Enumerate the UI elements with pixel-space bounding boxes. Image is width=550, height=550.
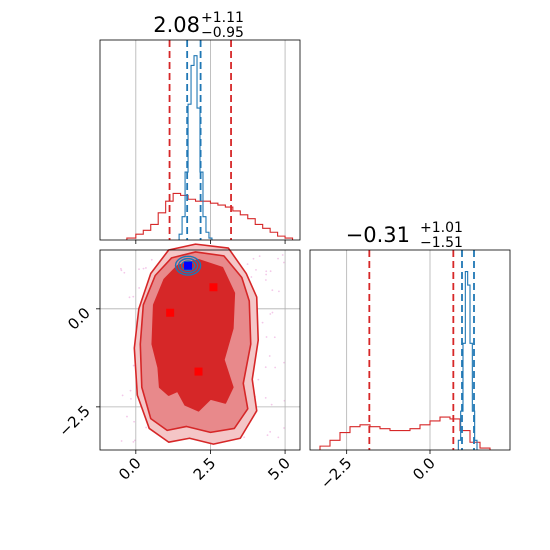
panel-bottom-left-sample-point <box>133 439 136 442</box>
panel-bottom-left-sample-point <box>132 295 135 298</box>
panel-bottom-left-sample-point <box>270 403 273 406</box>
panel-bottom-left-sample-point <box>126 415 128 418</box>
panel-bottom-left-sample-point <box>269 430 272 433</box>
panel-bottom-left-y-ticks: 0.0 −2.5 <box>55 304 100 440</box>
panel-bottom-left-x-tick-label-2: 5.0 <box>264 454 294 484</box>
panel-bottom-left-sample-point <box>264 279 267 281</box>
panel-bottom-left-sample-point <box>150 258 153 261</box>
panel-bottom-left-sample-point <box>273 336 276 339</box>
panel-bottom-left-marker-red-3 <box>194 367 203 376</box>
panel-bottom-left-sample-point <box>271 311 274 314</box>
panel-bottom-left-sample-point <box>255 268 257 271</box>
panel-bottom-left-sample-point <box>265 270 268 273</box>
panel-bottom-left-sample-point <box>120 269 123 272</box>
panel-bottom-right-title: −0.31 <box>346 223 410 247</box>
panel-bottom-left-sample-point <box>138 268 140 271</box>
panel-bottom-left-sample-point <box>278 290 280 293</box>
panel-bottom-left-sample-point <box>246 263 249 266</box>
panel-bottom-left-contour: 0.0 2.5 5.0 0.0 −2.5 <box>55 243 301 484</box>
panel-bottom-right-title-upper: +1.01 <box>420 220 463 236</box>
panel-bottom-left-sample-point <box>138 287 141 289</box>
panel-top-left-histogram: 2.08 +1.11 −0.95 <box>99 10 301 244</box>
panel-bottom-left-sample-point <box>265 336 268 338</box>
panel-bottom-right-x-tick-label-1: 0.0 <box>409 454 439 484</box>
panel-bottom-left-y-tick-label-0: 0.0 <box>64 304 94 334</box>
panel-bottom-left-sample-point <box>271 289 274 292</box>
panel-bottom-left-sample-point <box>123 271 126 274</box>
panel-bottom-left-x-tick-label-1: 2.5 <box>190 454 220 484</box>
panel-bottom-right-x-tick-label-0: −2.5 <box>317 454 355 492</box>
panel-bottom-left-sample-point <box>269 270 272 273</box>
panel-top-left-hist-wide <box>126 192 294 240</box>
panel-top-left-plot <box>126 40 294 244</box>
panel-bottom-right-frame <box>309 249 511 451</box>
panel-bottom-left-narrow-contour-1 <box>177 257 199 274</box>
panel-bottom-right-histogram: −0.31 +1.01 −1.51 −2.5 0.0 <box>309 220 511 493</box>
panel-bottom-left-sample-point <box>265 273 268 276</box>
panel-bottom-left-sample-point <box>274 366 277 369</box>
panel-bottom-left-frame <box>99 249 301 451</box>
panel-bottom-left-sample-point <box>250 276 253 278</box>
panel-top-left-title-value: 2.08 <box>153 13 200 37</box>
panel-bottom-left-marker-blue-0 <box>184 261 193 270</box>
panel-bottom-right-title-lower: −1.51 <box>420 235 463 251</box>
panel-top-left-hist-narrow <box>178 55 213 240</box>
panel-bottom-left-sample-point <box>252 257 255 260</box>
panel-bottom-left-sample-point <box>142 267 145 270</box>
panel-bottom-left-plot <box>100 243 300 450</box>
panel-bottom-left-sample-point <box>130 397 132 400</box>
panel-bottom-left-sample-point <box>129 389 132 392</box>
panel-bottom-left-contour-inner <box>151 259 236 412</box>
panel-bottom-left-y-tick-label-1: −2.5 <box>55 402 93 440</box>
panel-bottom-left-sample-point <box>121 394 124 397</box>
panel-bottom-left-sample-point <box>257 378 260 381</box>
panel-bottom-right-title-value: −0.31 <box>346 223 410 247</box>
panel-bottom-left-sample-point <box>120 440 123 442</box>
panel-bottom-left-narrow-contour-0 <box>180 260 196 272</box>
panel-bottom-right-plot <box>319 250 491 450</box>
panel-bottom-left-x-tick-label-0: 0.0 <box>115 454 145 484</box>
panel-bottom-left-sample-point <box>277 436 280 439</box>
panel-bottom-left-sample-point <box>132 364 135 367</box>
panel-top-left-frame <box>99 39 301 241</box>
panel-top-left-title: 2.08 <box>153 13 200 37</box>
panel-bottom-left-sample-point <box>264 366 267 369</box>
panel-bottom-left-sample-point <box>269 313 272 315</box>
panel-bottom-right-x-ticks: −2.5 0.0 <box>317 450 439 493</box>
panel-bottom-left-sample-point <box>258 255 261 258</box>
panel-bottom-left-sample-point <box>277 257 279 260</box>
panel-bottom-left-narrow-contour-2 <box>174 255 202 276</box>
panel-bottom-left-x-ticks: 0.0 2.5 5.0 <box>115 450 294 484</box>
panel-bottom-left-sample-point <box>281 254 284 256</box>
panel-bottom-left-sample-point <box>268 355 271 357</box>
panel-bottom-left-marker-red-2 <box>166 308 175 317</box>
panel-bottom-left-sample-point <box>261 321 264 324</box>
panel-bottom-left-sample-point <box>283 361 285 364</box>
panel-top-left-title-upper: +1.11 <box>201 10 244 26</box>
panel-bottom-left-sample-point <box>145 267 147 269</box>
panel-bottom-left-sample-point <box>282 261 285 264</box>
panel-bottom-left-sample-point <box>145 426 148 429</box>
panel-bottom-left-sample-point <box>133 420 135 423</box>
panel-bottom-left-sample-point <box>283 427 285 429</box>
panel-bottom-left-sample-point <box>120 267 122 270</box>
panel-bottom-left-sample-point <box>132 440 135 443</box>
panel-bottom-left-sample-point <box>264 396 267 399</box>
panel-top-left-title-lower: −0.95 <box>201 25 244 41</box>
panel-bottom-left-marker-red-1 <box>209 283 218 292</box>
panel-bottom-left-sample-point <box>243 436 246 439</box>
panel-bottom-left-sample-point <box>266 434 269 437</box>
panel-bottom-left-sample-point <box>128 296 131 299</box>
panel-bottom-right-hist-wide <box>319 416 491 450</box>
